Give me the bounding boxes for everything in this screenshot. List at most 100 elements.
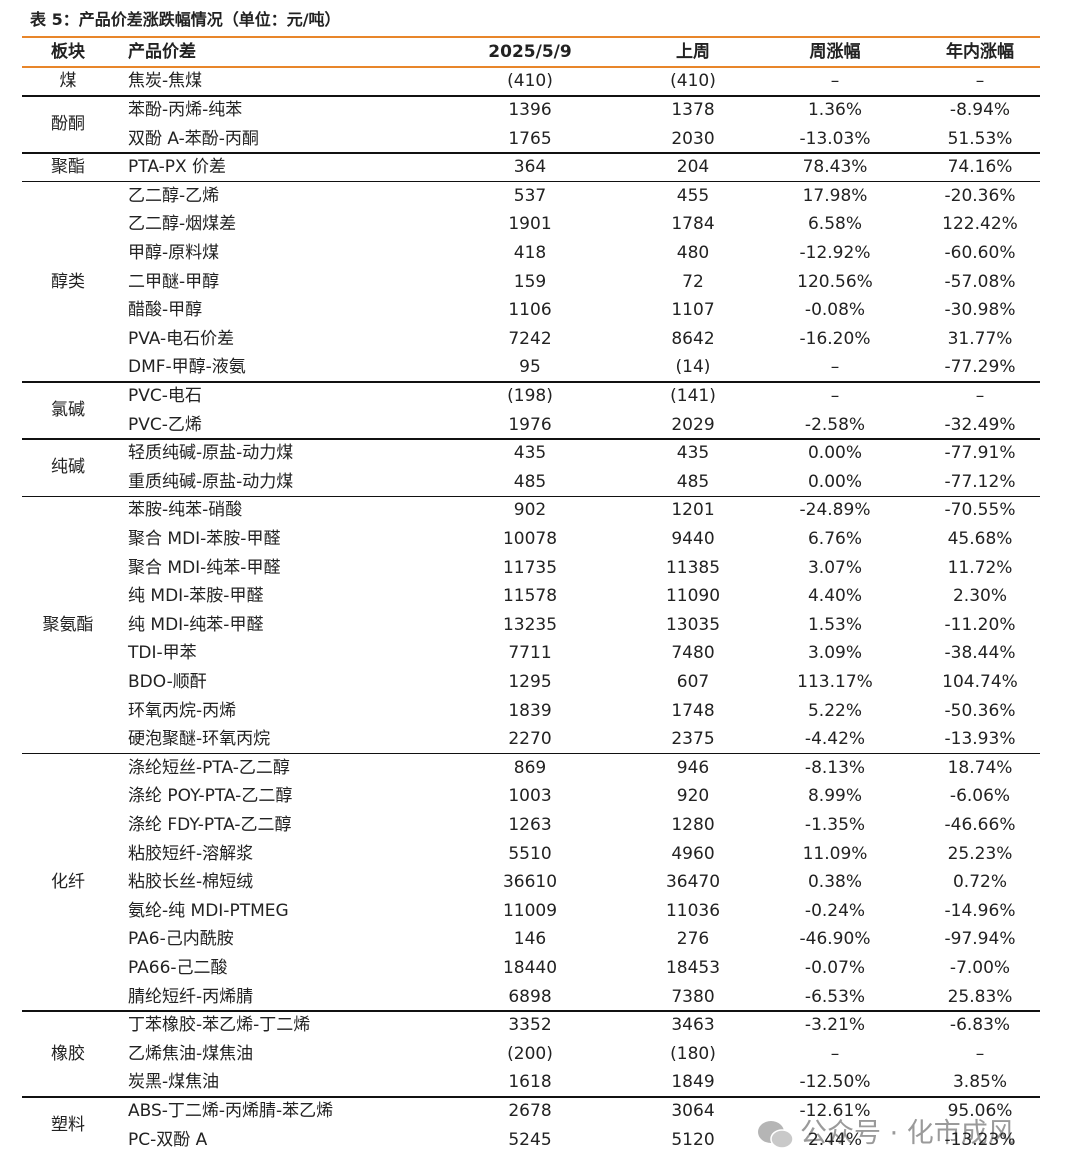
cell: 2.30% [952, 586, 1008, 607]
cell: -77.91% [944, 443, 1016, 464]
header-cell: 上周 [676, 42, 710, 62]
cell: 17.98% [802, 185, 868, 206]
cell: 涤纶 POY-PTA-乙二醇 [128, 786, 293, 807]
cell: -8.13% [804, 757, 866, 778]
header-bottom-rule [22, 66, 1040, 68]
cell: 环氧丙烷-丙烯 [128, 700, 237, 721]
cell: 3.09% [807, 643, 863, 664]
cell: 113.17% [797, 671, 873, 692]
cell: (141) [670, 385, 716, 406]
cell: 双酚 A-苯酚-丙酮 [128, 128, 259, 149]
cell: -60.60% [944, 242, 1016, 263]
cell: -3.21% [804, 1015, 866, 1036]
cell: ABS-丁二烯-丙烯腈-苯乙烯 [128, 1100, 334, 1121]
cell: 6898 [508, 986, 552, 1007]
cell: 6.58% [807, 214, 863, 235]
cell: PC-双酚 A [128, 1129, 208, 1150]
header-cell: 板块 [51, 42, 85, 62]
cell: 5120 [671, 1129, 715, 1150]
cell: 18453 [665, 957, 721, 978]
cell: 6.76% [807, 528, 863, 549]
cell: 74.16% [947, 157, 1013, 178]
cell: 乙二醇-烟煤差 [128, 214, 237, 235]
cell: – [830, 1043, 840, 1064]
cell: 435 [513, 443, 547, 464]
cell: 418 [513, 242, 547, 263]
header-top-rule [22, 36, 1040, 38]
cell: 95 [519, 357, 541, 378]
cell: 4960 [671, 843, 715, 864]
cell: – [830, 385, 840, 406]
cell: (198) [507, 385, 553, 406]
cell: -46.66% [944, 814, 1016, 835]
cell: 焦炭-焦煤 [128, 71, 203, 92]
cell: 硬泡聚醚-环氧丙烷 [128, 729, 271, 750]
cell: 3.85% [952, 1072, 1008, 1093]
cell: 3.07% [807, 557, 863, 578]
cell: 3352 [508, 1015, 552, 1036]
cell: 4.40% [807, 586, 863, 607]
cell: 5.22% [807, 700, 863, 721]
cell: 2030 [671, 128, 715, 149]
cell: 涤纶 FDY-PTA-乙二醇 [128, 814, 292, 835]
cell: -8.94% [949, 99, 1011, 120]
cell: 13235 [502, 614, 558, 635]
cell: 1263 [508, 814, 552, 835]
cell: 3064 [671, 1100, 715, 1121]
group-label: 橡胶 [51, 1043, 85, 1064]
cell: – [975, 71, 985, 92]
cell: 5510 [508, 843, 552, 864]
cell: -13.03% [799, 128, 871, 149]
cell: 78.43% [802, 157, 868, 178]
cell: PVC-电石 [128, 385, 202, 406]
cell: 2678 [508, 1100, 552, 1121]
cell: 苯胺-纯苯-硝酸 [128, 500, 243, 521]
group-label: 氯碱 [51, 400, 85, 421]
cell: 485 [513, 471, 547, 492]
cell: 5245 [508, 1129, 552, 1150]
cell: 11578 [502, 586, 558, 607]
cell: (410) [670, 71, 716, 92]
cell: -12.61% [799, 1100, 871, 1121]
cell: -13.93% [944, 729, 1016, 750]
cell: 9440 [671, 528, 715, 549]
cell: – [975, 1043, 985, 1064]
cell: PTA-PX 价差 [128, 157, 227, 178]
cell: -30.98% [944, 300, 1016, 321]
cell: 11090 [665, 586, 721, 607]
cell: -7.00% [949, 957, 1011, 978]
cell: 7711 [508, 643, 552, 664]
cell: 537 [513, 185, 547, 206]
header-cell: 年内涨幅 [946, 42, 1014, 62]
watermark: 公众号 · 化市成风 [800, 1118, 1015, 1149]
cell: -77.29% [944, 357, 1016, 378]
cell: 2.44% [807, 1129, 863, 1150]
cell: BDO-顺酐 [128, 671, 207, 692]
cell: 36470 [665, 872, 721, 893]
cell: 11735 [502, 557, 558, 578]
cell: 2375 [671, 729, 715, 750]
cell: -12.50% [799, 1072, 871, 1093]
cell: 苯酚-丙烯-纯苯 [128, 99, 243, 120]
cell: (14) [675, 357, 711, 378]
cell: -2.58% [804, 414, 866, 435]
cell: 25.83% [947, 986, 1013, 1007]
cell: 7480 [671, 643, 715, 664]
cell: 920 [676, 786, 710, 807]
cell: 2029 [671, 414, 715, 435]
cell: 869 [513, 757, 547, 778]
cell: -0.08% [804, 300, 866, 321]
group-rule [22, 1096, 1040, 1098]
cell: PVA-电石价差 [128, 328, 235, 349]
cell: 纯 MDI-苯胺-甲醛 [128, 586, 264, 607]
cell: 1748 [671, 700, 715, 721]
cell: 1839 [508, 700, 552, 721]
header-cell: 周涨幅 [809, 42, 861, 62]
cell: -24.89% [799, 500, 871, 521]
cell: -12.92% [799, 242, 871, 263]
cell: 粘胶短纤-溶解浆 [128, 843, 254, 864]
cell: -32.49% [944, 414, 1016, 435]
cell: 1.53% [807, 614, 863, 635]
cell: 8.99% [807, 786, 863, 807]
cell: 159 [513, 271, 547, 292]
